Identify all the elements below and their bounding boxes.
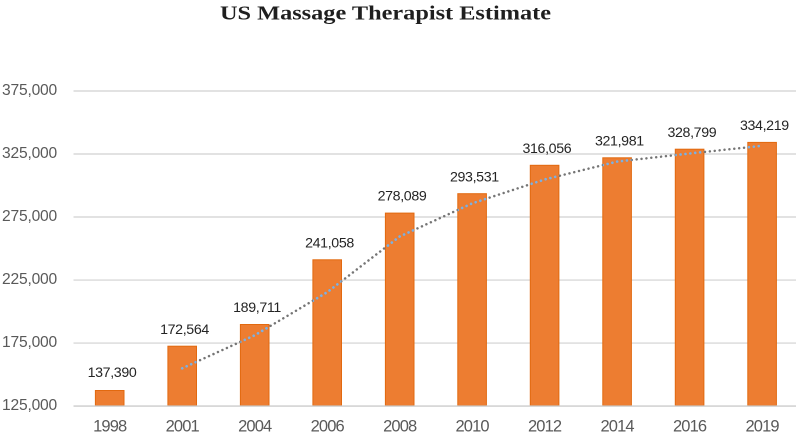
svg-text:321,981: 321,981 [595,133,644,149]
svg-text:2016: 2016 [673,417,707,435]
svg-text:137,390: 137,390 [88,365,137,381]
svg-text:375,000: 375,000 [2,82,57,99]
svg-text:US Massage Therapist Estimate: US Massage Therapist Estimate [220,3,551,25]
svg-text:2008: 2008 [383,417,417,435]
svg-text:189,711: 189,711 [233,300,281,316]
svg-text:316,056: 316,056 [522,141,571,157]
svg-text:172,564: 172,564 [160,322,209,338]
svg-text:293,531: 293,531 [450,169,499,185]
svg-text:2014: 2014 [601,417,635,435]
svg-text:225,000: 225,000 [2,271,57,288]
svg-text:2019: 2019 [746,417,780,435]
svg-text:278,089: 278,089 [378,189,427,205]
svg-text:241,058: 241,058 [305,235,354,251]
svg-text:275,000: 275,000 [2,208,57,225]
svg-text:125,000: 125,000 [2,397,57,414]
svg-text:2006: 2006 [311,417,345,435]
svg-text:2012: 2012 [528,417,562,435]
svg-text:2001: 2001 [166,417,200,435]
svg-text:334,219: 334,219 [740,118,789,134]
svg-text:325,000: 325,000 [2,145,57,162]
svg-text:175,000: 175,000 [2,334,57,351]
svg-text:2004: 2004 [238,417,272,435]
svg-text:328,799: 328,799 [667,125,716,141]
svg-text:1998: 1998 [93,417,127,435]
svg-text:2010: 2010 [456,417,490,435]
